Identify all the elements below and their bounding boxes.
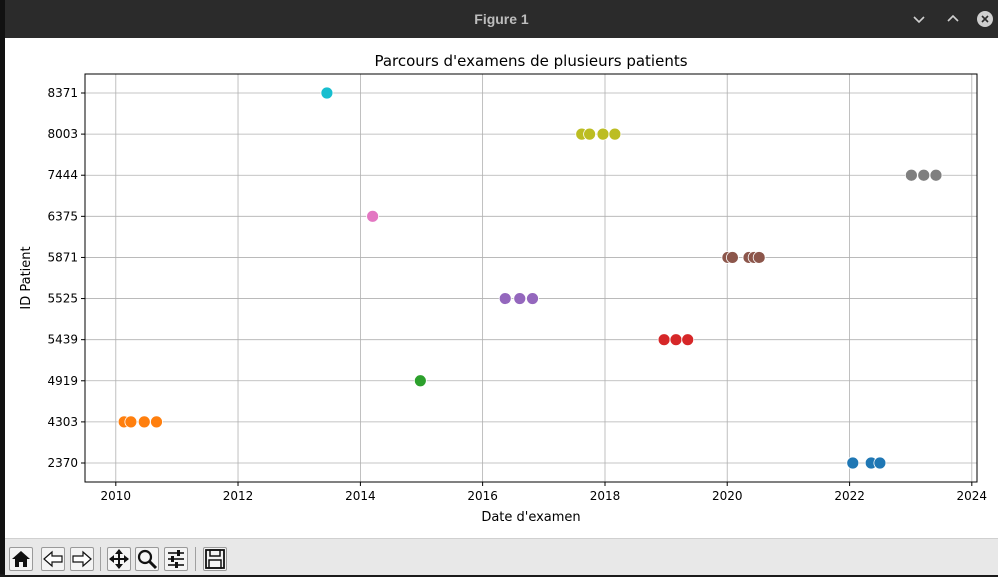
x-tick-label: 2014	[345, 489, 376, 503]
data-point	[752, 251, 766, 264]
x-tick-label: 2024	[957, 489, 988, 503]
save-button[interactable]	[203, 547, 227, 571]
y-tick-label: 2370	[47, 456, 78, 470]
data-point	[413, 374, 427, 388]
move-icon	[109, 549, 129, 569]
back-button[interactable]	[41, 547, 65, 571]
data-point	[498, 292, 512, 305]
data-points	[117, 86, 943, 470]
sliders-icon	[168, 550, 184, 568]
data-point	[366, 209, 380, 223]
minimize-button[interactable]	[907, 7, 931, 31]
data-point	[150, 415, 163, 429]
data-point	[904, 168, 918, 182]
y-axis-label: ID Patient	[19, 246, 34, 309]
x-tick-label: 2010	[101, 489, 132, 503]
configure-button[interactable]	[164, 547, 188, 571]
data-point	[596, 127, 610, 141]
data-point	[320, 86, 334, 100]
x-tick-label: 2022	[834, 489, 865, 503]
arrow-left-icon	[43, 550, 63, 568]
maximize-button[interactable]	[941, 7, 965, 31]
y-axis-ticks: 2370 4303 4919 5439 5525 5871 6375 7444 8003 8371	[47, 86, 85, 470]
arrow-right-icon	[72, 550, 92, 568]
y-tick-label: 5439	[47, 333, 78, 347]
data-point	[657, 333, 671, 347]
zoom-button[interactable]	[135, 547, 159, 571]
x-tick-label: 2020	[712, 489, 743, 503]
window-title: Figure 1	[474, 11, 529, 27]
x-axis-ticks: 2010 2012 2014 2016 2018 2020 2022 2024	[101, 482, 988, 503]
close-icon	[977, 11, 993, 27]
data-point	[681, 333, 695, 347]
y-tick-label: 5525	[47, 292, 78, 306]
chevron-down-icon	[913, 16, 925, 24]
title-bar: Figure 1	[5, 0, 998, 38]
data-point	[726, 251, 739, 264]
toolbar-separator	[100, 547, 101, 571]
toolbar-separator	[195, 547, 196, 571]
chevron-up-icon	[947, 14, 959, 22]
y-tick-label: 8371	[47, 86, 78, 100]
chart-title: Parcours d'examens de plusieurs patients	[374, 52, 687, 70]
magnifier-icon	[137, 549, 158, 570]
data-point	[124, 415, 138, 429]
plot-canvas[interactable]: Parcours d'examens de plusieurs patients…	[5, 38, 998, 538]
data-point	[583, 127, 596, 141]
forward-button[interactable]	[70, 547, 94, 571]
home-icon	[12, 551, 30, 567]
x-axis-label: Date d'examen	[481, 510, 580, 525]
data-point	[137, 415, 151, 429]
y-tick-label: 8003	[47, 127, 78, 141]
x-tick-label: 2018	[590, 489, 621, 503]
navigation-toolbar	[5, 538, 998, 575]
data-point	[669, 333, 683, 347]
scatter-chart: Parcours d'examens de plusieurs patients…	[19, 52, 988, 525]
data-point	[526, 292, 539, 305]
y-tick-label: 7444	[47, 168, 78, 182]
y-tick-label: 4919	[47, 374, 78, 388]
home-button[interactable]	[9, 547, 33, 571]
data-point	[608, 127, 622, 141]
pan-button[interactable]	[107, 547, 131, 571]
desktop-edge	[0, 0, 5, 574]
x-tick-label: 2016	[467, 489, 498, 503]
data-point	[917, 168, 931, 182]
grid-lines	[85, 74, 977, 482]
data-point	[513, 292, 527, 305]
axes-frame	[84, 73, 978, 483]
floppy-disk-icon	[205, 549, 225, 569]
figure-window: Figure 1 Parcours d'examens de plusieurs…	[5, 0, 998, 575]
y-tick-label: 6375	[47, 209, 78, 223]
y-tick-label: 4303	[47, 415, 78, 429]
data-point	[929, 168, 943, 182]
data-point	[873, 456, 887, 470]
y-tick-label: 5871	[47, 250, 78, 264]
data-point	[846, 456, 860, 470]
x-tick-label: 2012	[223, 489, 254, 503]
close-button[interactable]	[973, 7, 997, 31]
